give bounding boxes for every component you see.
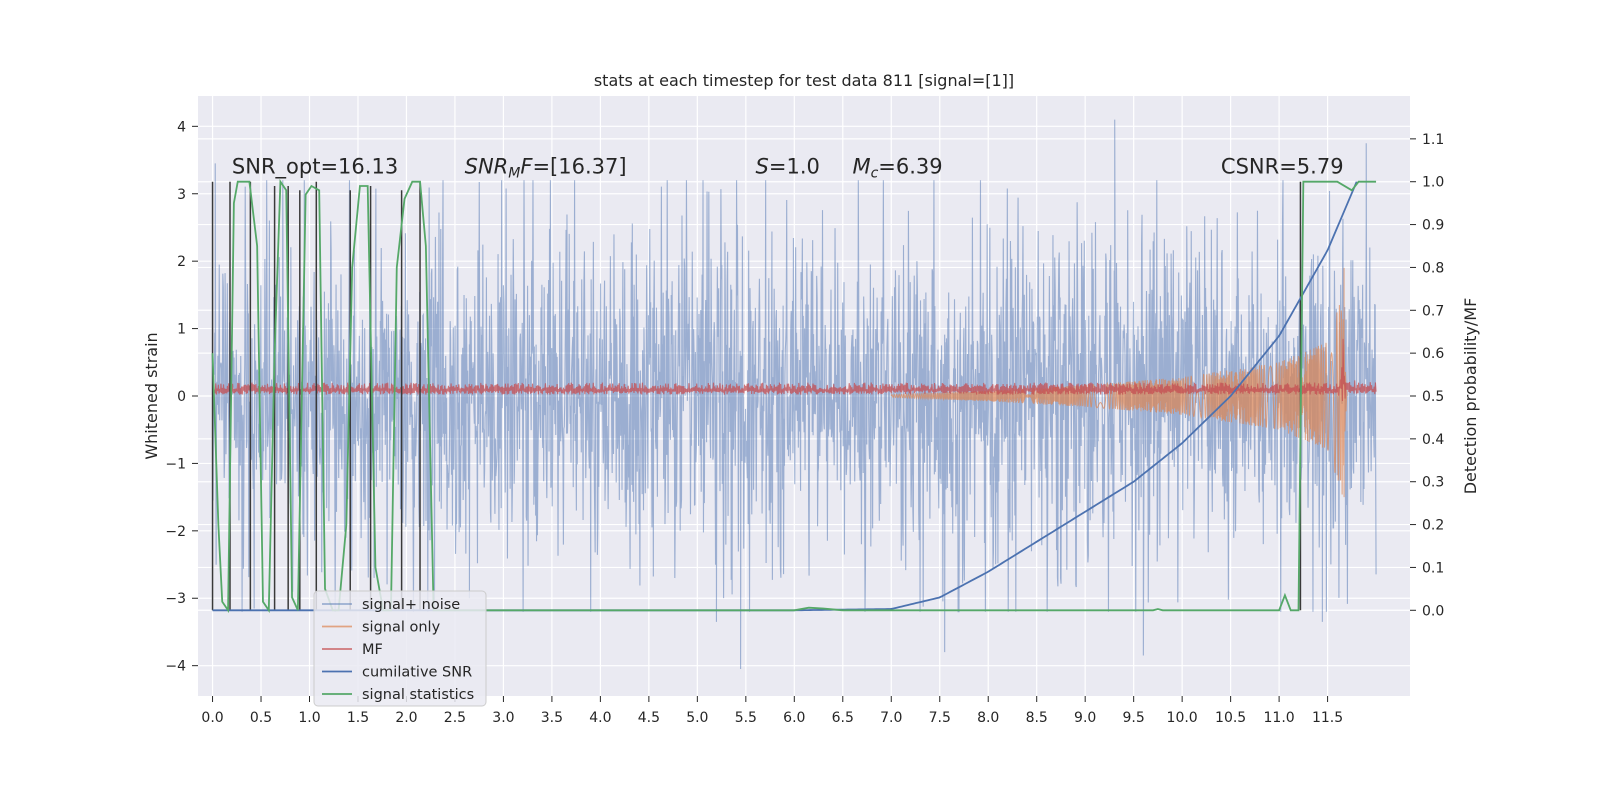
x-tick-label: 11.0 bbox=[1264, 710, 1295, 726]
x-tick-label: 10.5 bbox=[1215, 710, 1246, 726]
x-tick-label: 11.5 bbox=[1312, 710, 1343, 726]
x-tick-label: 7.5 bbox=[929, 710, 951, 726]
y-tick-label-right: 0.1 bbox=[1422, 560, 1444, 576]
x-tick-label: 9.5 bbox=[1123, 710, 1145, 726]
y-tick-label-right: 0.2 bbox=[1422, 518, 1444, 534]
axes: 0.0 0.5 1.0 1.5 2.0 2.5 3.0 3.5 4.0 4.5 5.0 5.5 6.0 6… bbox=[165, 119, 1444, 726]
x-tick-label: 1.5 bbox=[347, 710, 369, 726]
annotation: SNR_opt=16.13 bbox=[232, 155, 398, 180]
x-tick-label: 4.0 bbox=[589, 710, 611, 726]
y-tick-label-right: 1.1 bbox=[1422, 132, 1444, 148]
x-tick-label: 5.0 bbox=[686, 710, 708, 726]
y-tick-label-right: 0.3 bbox=[1422, 475, 1444, 491]
x-tick-label: 8.0 bbox=[977, 710, 999, 726]
annotation-part: M bbox=[852, 155, 870, 179]
x-tick-label: 0.5 bbox=[250, 710, 272, 726]
annotation-part: c bbox=[871, 166, 879, 182]
x-tick-label: 7.0 bbox=[880, 710, 902, 726]
x-tick-label: 10.0 bbox=[1167, 710, 1198, 726]
x-tick-label: 9.0 bbox=[1074, 710, 1096, 726]
annotation-part: =6.39 bbox=[878, 155, 942, 179]
x-tick-label: 2.0 bbox=[395, 710, 417, 726]
plot-marks bbox=[211, 119, 1377, 670]
x-tick-label: 3.5 bbox=[541, 710, 563, 726]
y-tick-label-left: 0 bbox=[177, 389, 186, 405]
x-tick-label: 6.5 bbox=[832, 710, 854, 726]
y-tick-label-right: 0.4 bbox=[1422, 432, 1444, 448]
annotation-part: =1.0 bbox=[769, 155, 820, 179]
y-tick-label-right: 0.5 bbox=[1422, 389, 1444, 405]
legend-label: MF bbox=[362, 642, 383, 658]
y-tick-label-right: 1.0 bbox=[1422, 175, 1444, 191]
legend-label: cumilative SNR bbox=[362, 665, 472, 681]
y-tick-label-right: 0.0 bbox=[1422, 603, 1444, 619]
y-tick-label-right: 0.8 bbox=[1422, 260, 1444, 276]
annotation-part: S bbox=[756, 155, 769, 179]
annotations: SNR_opt=16.13 SNRMF=[16.37] S=1.0 Mc=6.39 CS… bbox=[232, 155, 1344, 182]
y-tick-label-left: −1 bbox=[165, 456, 186, 472]
y-tick-label-left: 3 bbox=[177, 187, 186, 203]
y-tick-label-left: 4 bbox=[177, 119, 186, 135]
x-tick-label: 3.0 bbox=[492, 710, 514, 726]
legend-label: signal only bbox=[362, 620, 441, 636]
legend-box bbox=[313, 590, 487, 707]
annotation: S=1.0 bbox=[756, 155, 820, 179]
y-tick-label-left: −3 bbox=[165, 591, 186, 607]
x-tick-label: 6.0 bbox=[783, 710, 805, 726]
annotation: SNRMF=[16.37] bbox=[465, 155, 627, 182]
x-tick-label: 4.5 bbox=[638, 710, 660, 726]
y-tick-label-left: −2 bbox=[165, 524, 186, 540]
x-tick-label: 5.5 bbox=[735, 710, 757, 726]
annotation-part: F bbox=[520, 155, 533, 179]
annotation-part: =[16.37] bbox=[532, 155, 626, 179]
x-tick-label: 1.0 bbox=[298, 710, 320, 726]
x-tick-label: 2.5 bbox=[444, 710, 466, 726]
legend: signal+ noise signal only MF cumilative SNR… bbox=[313, 590, 487, 707]
y-axis-title-left: Whitened strain bbox=[142, 332, 161, 459]
y-tick-label-left: 1 bbox=[177, 322, 186, 338]
y-tick-label-right: 0.9 bbox=[1422, 218, 1444, 234]
annotation-part: SNR_opt=16.13 bbox=[232, 155, 398, 180]
y-axis-title-right: Detection probability/MF bbox=[1461, 298, 1480, 495]
y-tick-label-left: 2 bbox=[177, 254, 186, 270]
series-signal-statistics bbox=[211, 178, 1377, 614]
chart-title: stats at each timestep for test data 811… bbox=[594, 71, 1014, 90]
legend-label: signal+ noise bbox=[362, 597, 460, 613]
x-tick-label: 0.0 bbox=[201, 710, 223, 726]
y-tick-label-right: 0.6 bbox=[1422, 346, 1444, 362]
y-tick-label-left: −4 bbox=[165, 659, 186, 675]
annotation-part: SNR bbox=[465, 155, 509, 179]
annotation-part: CSNR=5.79 bbox=[1221, 155, 1344, 179]
annotation: Mc=6.39 bbox=[852, 155, 942, 182]
series-mf bbox=[211, 338, 1377, 402]
annotation: CSNR=5.79 bbox=[1221, 155, 1344, 179]
y-tick-label-right: 0.7 bbox=[1422, 303, 1444, 319]
legend-label: signal statistics bbox=[362, 687, 474, 703]
x-tick-label: 8.5 bbox=[1026, 710, 1048, 726]
annotation-part: M bbox=[508, 166, 520, 182]
